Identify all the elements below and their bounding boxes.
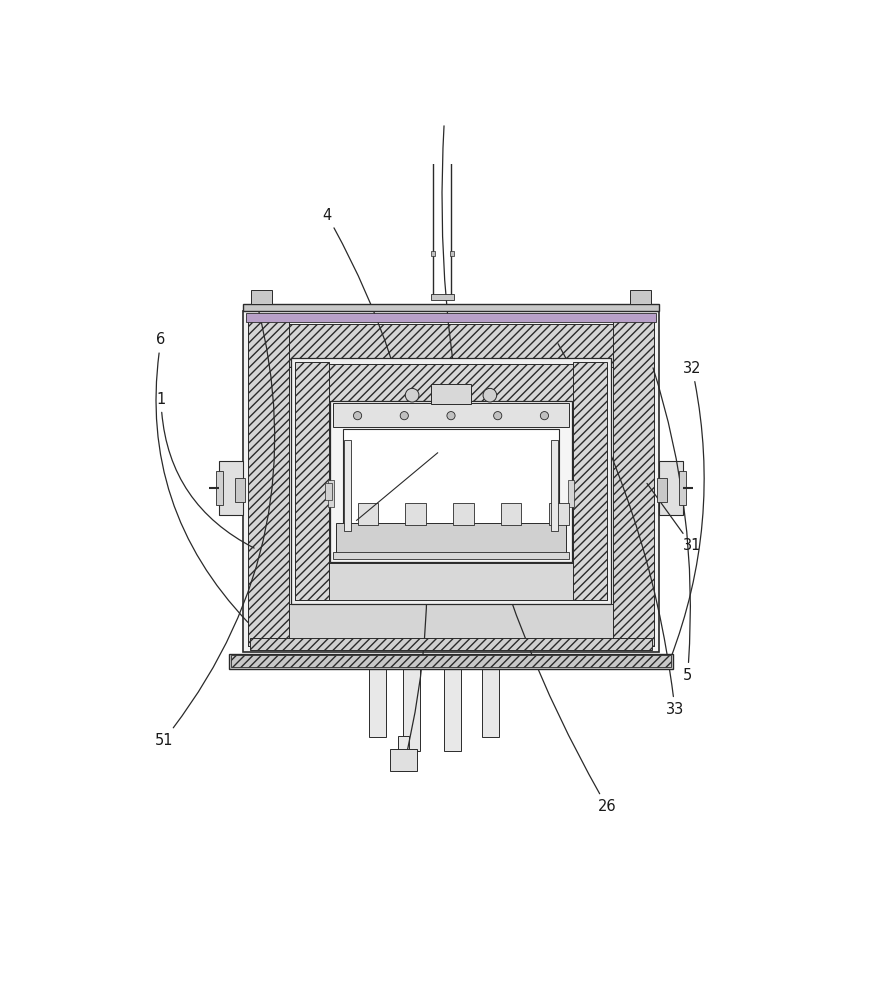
Bar — [235, 478, 245, 502]
Bar — [630, 290, 651, 304]
Bar — [295, 362, 329, 600]
Text: 4: 4 — [322, 208, 427, 765]
Circle shape — [354, 412, 362, 420]
Text: 31: 31 — [647, 483, 701, 553]
Bar — [357, 503, 378, 525]
Bar — [342, 429, 560, 534]
Circle shape — [406, 388, 419, 402]
Bar — [246, 313, 656, 322]
Text: 1: 1 — [157, 392, 254, 548]
Bar — [344, 440, 351, 531]
Circle shape — [483, 388, 496, 402]
Bar — [330, 401, 572, 562]
Bar — [481, 669, 499, 737]
Bar — [248, 604, 654, 646]
Bar — [501, 503, 521, 525]
Circle shape — [494, 412, 502, 420]
Bar — [336, 523, 566, 558]
Text: 5: 5 — [653, 368, 693, 683]
Bar — [432, 119, 452, 124]
Bar — [370, 669, 386, 737]
Bar — [657, 478, 667, 502]
Bar — [679, 471, 686, 505]
Bar — [612, 316, 654, 646]
Bar — [548, 503, 569, 525]
Bar — [250, 638, 652, 650]
Circle shape — [447, 412, 455, 420]
Bar — [430, 384, 472, 404]
Bar — [430, 251, 435, 256]
Bar — [551, 440, 558, 531]
Bar — [453, 503, 473, 525]
Bar — [219, 461, 243, 515]
Bar — [390, 749, 417, 771]
Bar — [243, 304, 659, 311]
Bar — [328, 480, 334, 507]
Bar — [230, 654, 672, 669]
Bar — [398, 736, 408, 771]
Bar — [248, 316, 290, 646]
Bar — [248, 324, 654, 367]
Bar — [430, 294, 454, 300]
Bar — [290, 358, 612, 604]
Text: 32: 32 — [671, 361, 704, 659]
Bar — [333, 403, 569, 427]
Bar — [216, 471, 223, 505]
Text: 26: 26 — [442, 126, 616, 814]
Bar — [568, 480, 574, 507]
Circle shape — [400, 412, 408, 420]
Text: 51: 51 — [154, 305, 275, 748]
Bar — [450, 251, 454, 256]
Bar — [659, 461, 683, 515]
Bar — [295, 364, 607, 401]
Bar — [243, 311, 659, 652]
Text: 6: 6 — [156, 332, 248, 622]
Circle shape — [540, 412, 548, 420]
Bar — [325, 483, 332, 500]
Bar — [231, 655, 671, 667]
Text: 33: 33 — [558, 344, 684, 717]
Bar — [333, 552, 569, 559]
Bar — [406, 503, 426, 525]
Bar — [251, 290, 272, 304]
Bar — [403, 669, 421, 751]
Bar — [573, 362, 607, 600]
Bar — [295, 563, 607, 600]
Bar — [428, 123, 457, 130]
Bar — [444, 669, 461, 751]
